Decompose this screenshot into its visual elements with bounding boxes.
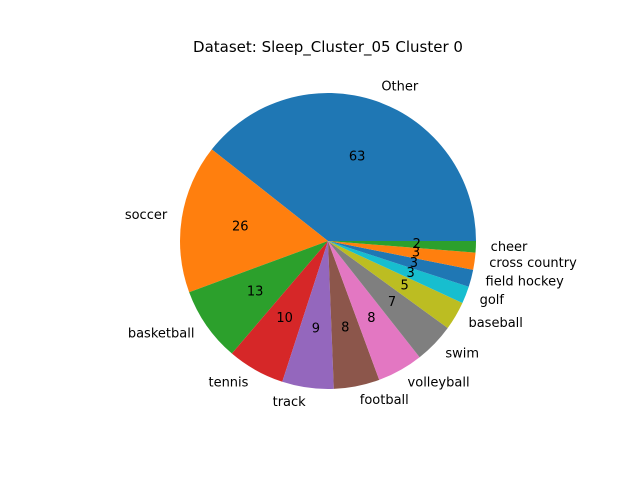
pie-label: field hockey — [486, 275, 565, 290]
pie-value-label: 13 — [247, 284, 264, 299]
pie-label: track — [273, 395, 307, 410]
pie-value-label: 3 — [412, 246, 420, 261]
pie-label: basketball — [128, 327, 195, 342]
pie-slice-track — [282, 241, 334, 390]
pie-slice-cheer — [328, 241, 476, 253]
pie-label: football — [360, 393, 409, 408]
pie-slice-tennis — [231, 241, 328, 382]
pie-slice-baseball — [328, 241, 463, 328]
pie-value-label: 10 — [276, 311, 293, 326]
chart-title: Dataset: Sleep_Cluster_05 Cluster 0 — [193, 38, 463, 57]
pie-value-label: 8 — [341, 321, 349, 336]
pie-value-label: 7 — [388, 295, 396, 310]
pie-slice-cross-country — [328, 241, 476, 270]
pie-label: Other — [381, 80, 419, 95]
pie-label: baseball — [468, 316, 522, 331]
pie-slices — [180, 93, 477, 390]
pie-slice-football — [328, 241, 380, 389]
pie-slice-Other — [211, 93, 477, 241]
pie-label: cheer — [491, 240, 528, 255]
pie-value-label: 63 — [349, 150, 366, 165]
pie-value-label: 3 — [410, 256, 418, 271]
pie-value-label: 9 — [312, 321, 320, 336]
pie-labels: Other soccer basketball tennis track football… — [125, 80, 577, 410]
pie-label: tennis — [208, 376, 248, 391]
pie-value-label: 8 — [367, 311, 375, 326]
pie-label: cross country — [489, 256, 577, 271]
pie-value-label: 2 — [413, 237, 421, 252]
pie-label: volleyball — [408, 376, 470, 391]
pie-label: soccer — [125, 208, 168, 223]
pie-value-label: 3 — [407, 266, 415, 281]
pie-slice-golf — [328, 241, 469, 303]
pie-slice-swim — [328, 241, 448, 358]
pie-slice-field-hockey — [328, 241, 474, 287]
pie-slice-volleyball — [328, 241, 420, 380]
pie-slice-soccer — [180, 149, 328, 293]
pie-value-label: 5 — [400, 278, 408, 293]
pie-label: golf — [480, 293, 505, 308]
pie-label: swim — [445, 346, 479, 361]
pie-slice-basketball — [189, 241, 328, 354]
pie-value-label: 26 — [232, 220, 249, 235]
